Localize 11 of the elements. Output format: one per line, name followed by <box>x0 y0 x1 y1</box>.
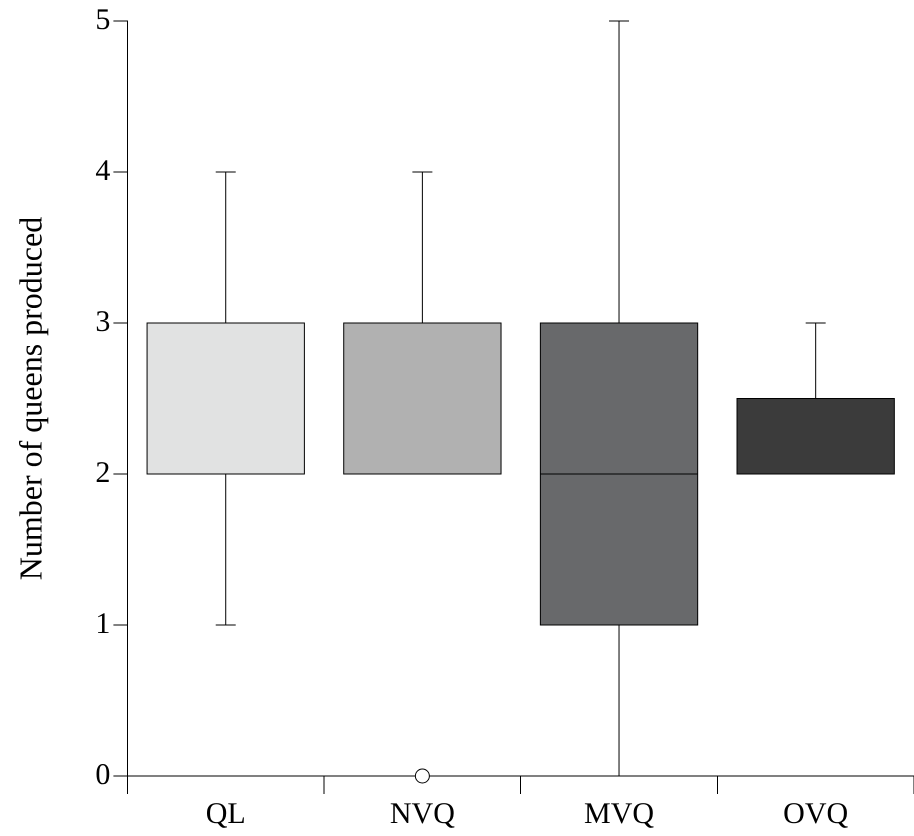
y-tick-label: 3 <box>95 304 110 338</box>
y-tick-label: 2 <box>95 456 110 489</box>
y-tick-label: 4 <box>95 154 110 187</box>
y-tick-label: 0 <box>95 758 110 791</box>
x-tick-label: MVQ <box>584 796 654 830</box>
x-tick-label: OVQ <box>783 796 849 830</box>
x-tick-label: QL <box>206 796 246 830</box>
y-tick-label: 1 <box>95 606 110 640</box>
y-tick-label: 5 <box>95 2 110 36</box>
y-axis-title: Number of queens produced <box>12 216 49 580</box>
x-tick-label: NVQ <box>390 796 456 830</box>
